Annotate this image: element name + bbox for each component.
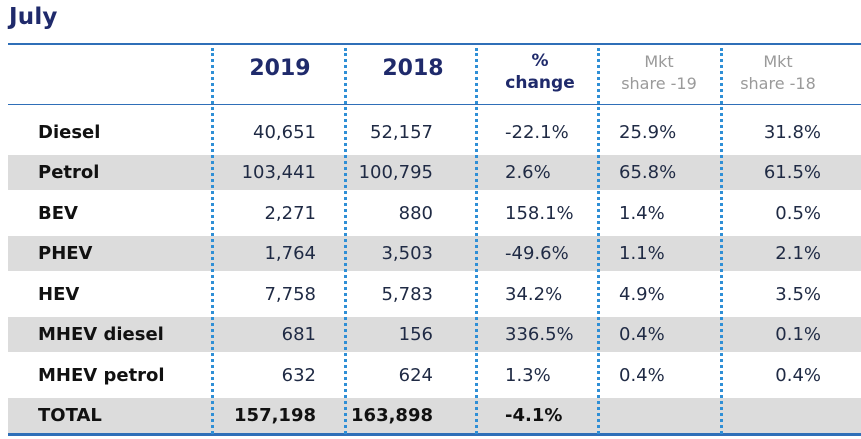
cell-mkt-share-19: 0.4%	[619, 324, 665, 345]
table-row-mhev-diesel: MHEV diesel 681 156 336.5% 0.4% 0.1%	[8, 317, 861, 352]
cell-mkt-share-19: 4.9%	[619, 284, 665, 305]
row-label: HEV	[38, 284, 80, 305]
table-title: July	[9, 4, 58, 30]
header-ms18-line2: share -18	[740, 74, 816, 93]
row-label: BEV	[38, 203, 78, 224]
cell-2019: 7,758	[264, 284, 316, 305]
header-change-line2: change	[505, 73, 575, 93]
column-separator	[597, 48, 600, 434]
header-2019: 2019	[249, 56, 311, 81]
cell-mkt-share-19: 1.4%	[619, 203, 665, 224]
cell-change: -22.1%	[505, 122, 569, 143]
header-ms18-line1: Mkt	[763, 52, 793, 71]
cell-mkt-share-18: 0.4%	[775, 365, 821, 386]
total-change: -4.1%	[505, 405, 563, 426]
table-row-hev: HEV 7,758 5,783 34.2% 4.9% 3.5%	[8, 277, 861, 312]
table-row-phev: PHEV 1,764 3,503 -49.6% 1.1% 2.1%	[8, 236, 861, 271]
cell-mkt-share-19: 1.1%	[619, 243, 665, 264]
cell-mkt-share-18: 0.1%	[775, 324, 821, 345]
cell-2018: 52,157	[370, 122, 433, 143]
cell-mkt-share-18: 31.8%	[763, 122, 821, 143]
cell-change: 2.6%	[505, 162, 551, 183]
cell-2019: 40,651	[253, 122, 316, 143]
table-row-petrol: Petrol 103,441 100,795 2.6% 65.8% 61.5%	[8, 155, 861, 190]
cell-2019: 632	[281, 365, 316, 386]
table-row-total: TOTAL 157,198 163,898 -4.1%	[8, 398, 861, 433]
cell-mkt-share-18: 3.5%	[775, 284, 821, 305]
row-label: MHEV petrol	[38, 365, 165, 386]
cell-mkt-share-18: 0.5%	[775, 203, 821, 224]
header-percent-change: % change	[490, 50, 590, 94]
header-ms19-line1: Mkt	[644, 52, 674, 71]
row-label: MHEV diesel	[38, 324, 164, 345]
cell-mkt-share-19: 25.9%	[619, 122, 677, 143]
header-rule	[8, 104, 861, 105]
row-label: Diesel	[38, 122, 101, 143]
cell-change: 34.2%	[505, 284, 563, 305]
cell-2019: 681	[281, 324, 316, 345]
table-row-bev: BEV 2,271 880 158.1% 1.4% 0.5%	[8, 196, 861, 231]
cell-mkt-share-18: 2.1%	[775, 243, 821, 264]
table-row-mhev-petrol: MHEV petrol 632 624 1.3% 0.4% 0.4%	[8, 358, 861, 393]
column-separator	[475, 48, 478, 434]
total-2019: 157,198	[234, 405, 316, 426]
header-change-line1: %	[531, 51, 549, 71]
cell-change: 158.1%	[505, 203, 574, 224]
column-separator	[211, 48, 214, 434]
total-label: TOTAL	[38, 405, 102, 426]
cell-2018: 3,503	[381, 243, 433, 264]
cell-2018: 880	[398, 203, 433, 224]
bottom-rule	[8, 433, 861, 436]
cell-2019: 1,764	[264, 243, 316, 264]
header-2018: 2018	[382, 56, 444, 81]
header-mkt-share-18: Mkt share -18	[723, 51, 833, 95]
cell-mkt-share-19: 0.4%	[619, 365, 665, 386]
cell-2018: 156	[398, 324, 433, 345]
cell-mkt-share-19: 65.8%	[619, 162, 677, 183]
cell-2018: 5,783	[381, 284, 433, 305]
cell-2019: 103,441	[241, 162, 316, 183]
cell-2019: 2,271	[264, 203, 316, 224]
row-label: PHEV	[38, 243, 93, 264]
cell-2018: 624	[398, 365, 433, 386]
header-ms19-line2: share -19	[621, 74, 697, 93]
cell-change: -49.6%	[505, 243, 569, 264]
total-2018: 163,898	[351, 405, 433, 426]
cell-change: 336.5%	[505, 324, 574, 345]
header-mkt-share-19: Mkt share -19	[604, 51, 714, 95]
cell-mkt-share-18: 61.5%	[763, 162, 821, 183]
cell-change: 1.3%	[505, 365, 551, 386]
column-separator	[720, 48, 723, 434]
row-label: Petrol	[38, 162, 100, 183]
top-rule	[8, 43, 861, 45]
cell-2018: 100,795	[358, 162, 433, 183]
column-separator	[344, 48, 347, 434]
table-row-diesel: Diesel 40,651 52,157 -22.1% 25.9% 31.8%	[8, 115, 861, 150]
